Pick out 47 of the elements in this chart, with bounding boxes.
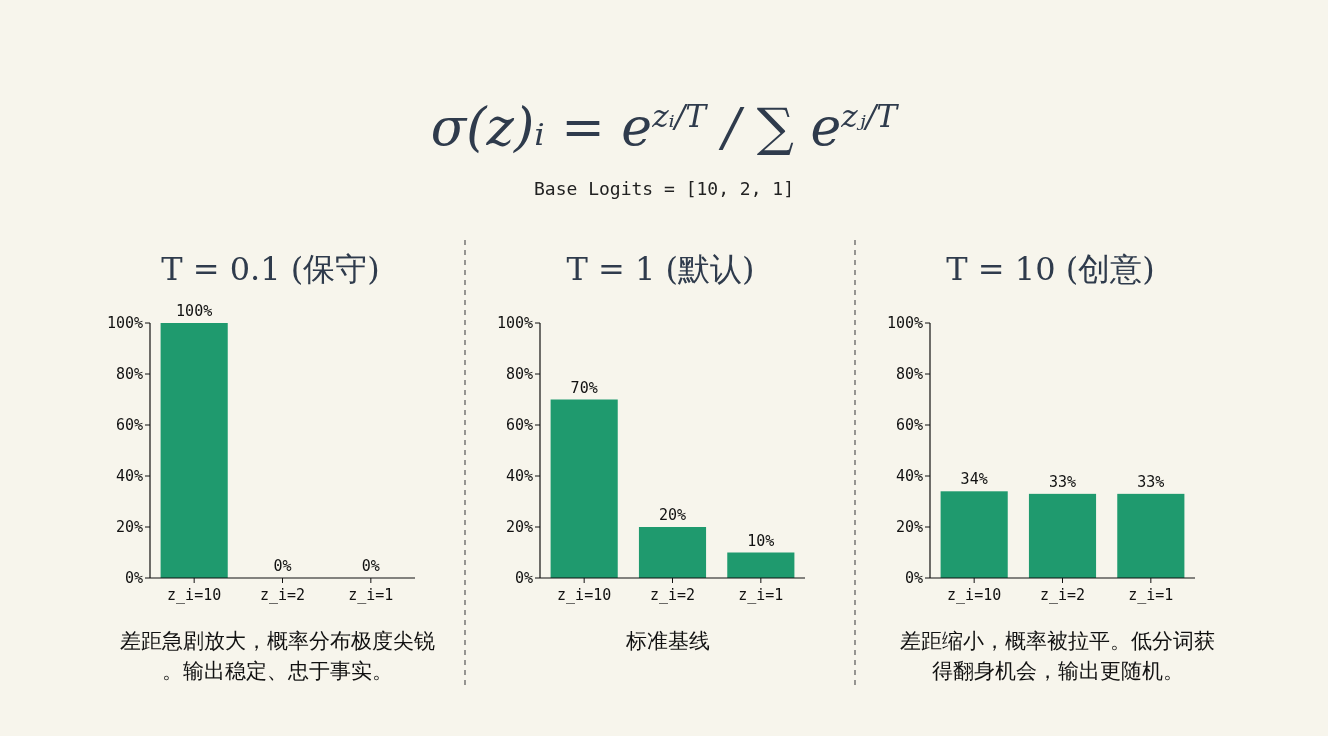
data-label: 33% — [1137, 472, 1165, 491]
text: Base Logits = [10, 2, 1] — [533, 178, 795, 199]
y-tick-label: 40% — [115, 467, 143, 485]
data-label: 0% — [361, 557, 380, 575]
chart-title: T = 0.1 (保守) — [161, 250, 380, 288]
x-tick-label: z_i=10 — [167, 586, 222, 604]
text: 差距急剧放大，概率分布极度尖锐。输出稳定、忠于事实。 — [120, 629, 435, 684]
y-tick-label: 40% — [895, 467, 923, 485]
y-tick-label: 0% — [904, 569, 923, 587]
y-tick-label: 20% — [115, 518, 143, 536]
y-tick-label: 60% — [895, 416, 923, 434]
data-label: 20% — [658, 506, 687, 524]
bar — [727, 552, 795, 578]
data-label: 70% — [570, 378, 598, 397]
data-label: 100% — [176, 302, 213, 320]
data-label: 34% — [960, 470, 988, 489]
x-tick-label: z_i=2 — [259, 586, 306, 604]
data-label: 10% — [747, 531, 775, 550]
y-tick-label: 100% — [106, 314, 143, 332]
bar — [550, 399, 618, 578]
y-tick-label: 60% — [115, 416, 143, 434]
chart-title: T = 10 (创意) — [946, 250, 1155, 288]
x-tick-label: z_i=2 — [1039, 586, 1086, 604]
y-tick-label: 0% — [124, 569, 143, 587]
text: σ(z)ᵢ = e$^{zᵢ/T}$ / ∑ e$^{zⱼ/T}$ — [430, 97, 900, 157]
data-label: 0% — [273, 557, 292, 575]
y-tick-label: 20% — [505, 518, 533, 536]
x-tick-label: z_i=10 — [947, 586, 1002, 604]
y-tick-label: 60% — [505, 416, 533, 434]
x-tick-label: z_i=10 — [557, 586, 612, 604]
text: 标准基线 — [624, 629, 710, 653]
y-tick-label: 100% — [886, 314, 923, 332]
x-tick-label: z_i=1 — [738, 586, 784, 604]
x-tick-label: z_i=1 — [1128, 586, 1174, 604]
bar — [638, 527, 707, 578]
x-tick-label: z_i=1 — [348, 586, 394, 604]
y-tick-label: 80% — [115, 365, 143, 383]
y-tick-label: 40% — [505, 467, 533, 485]
y-tick-label: 80% — [895, 365, 923, 383]
x-tick-label: z_i=2 — [649, 586, 696, 604]
y-tick-label: 100% — [496, 314, 533, 332]
chart-title: T = 1 (默认) — [566, 250, 755, 288]
y-tick-label: 0% — [514, 569, 533, 587]
data-label: 33% — [1048, 472, 1077, 491]
text: 差距缩小，概率被拉平。低分词获得翻身机会，输出更随机。 — [900, 629, 1215, 684]
y-tick-label: 80% — [505, 365, 533, 383]
y-tick-label: 20% — [895, 518, 923, 536]
